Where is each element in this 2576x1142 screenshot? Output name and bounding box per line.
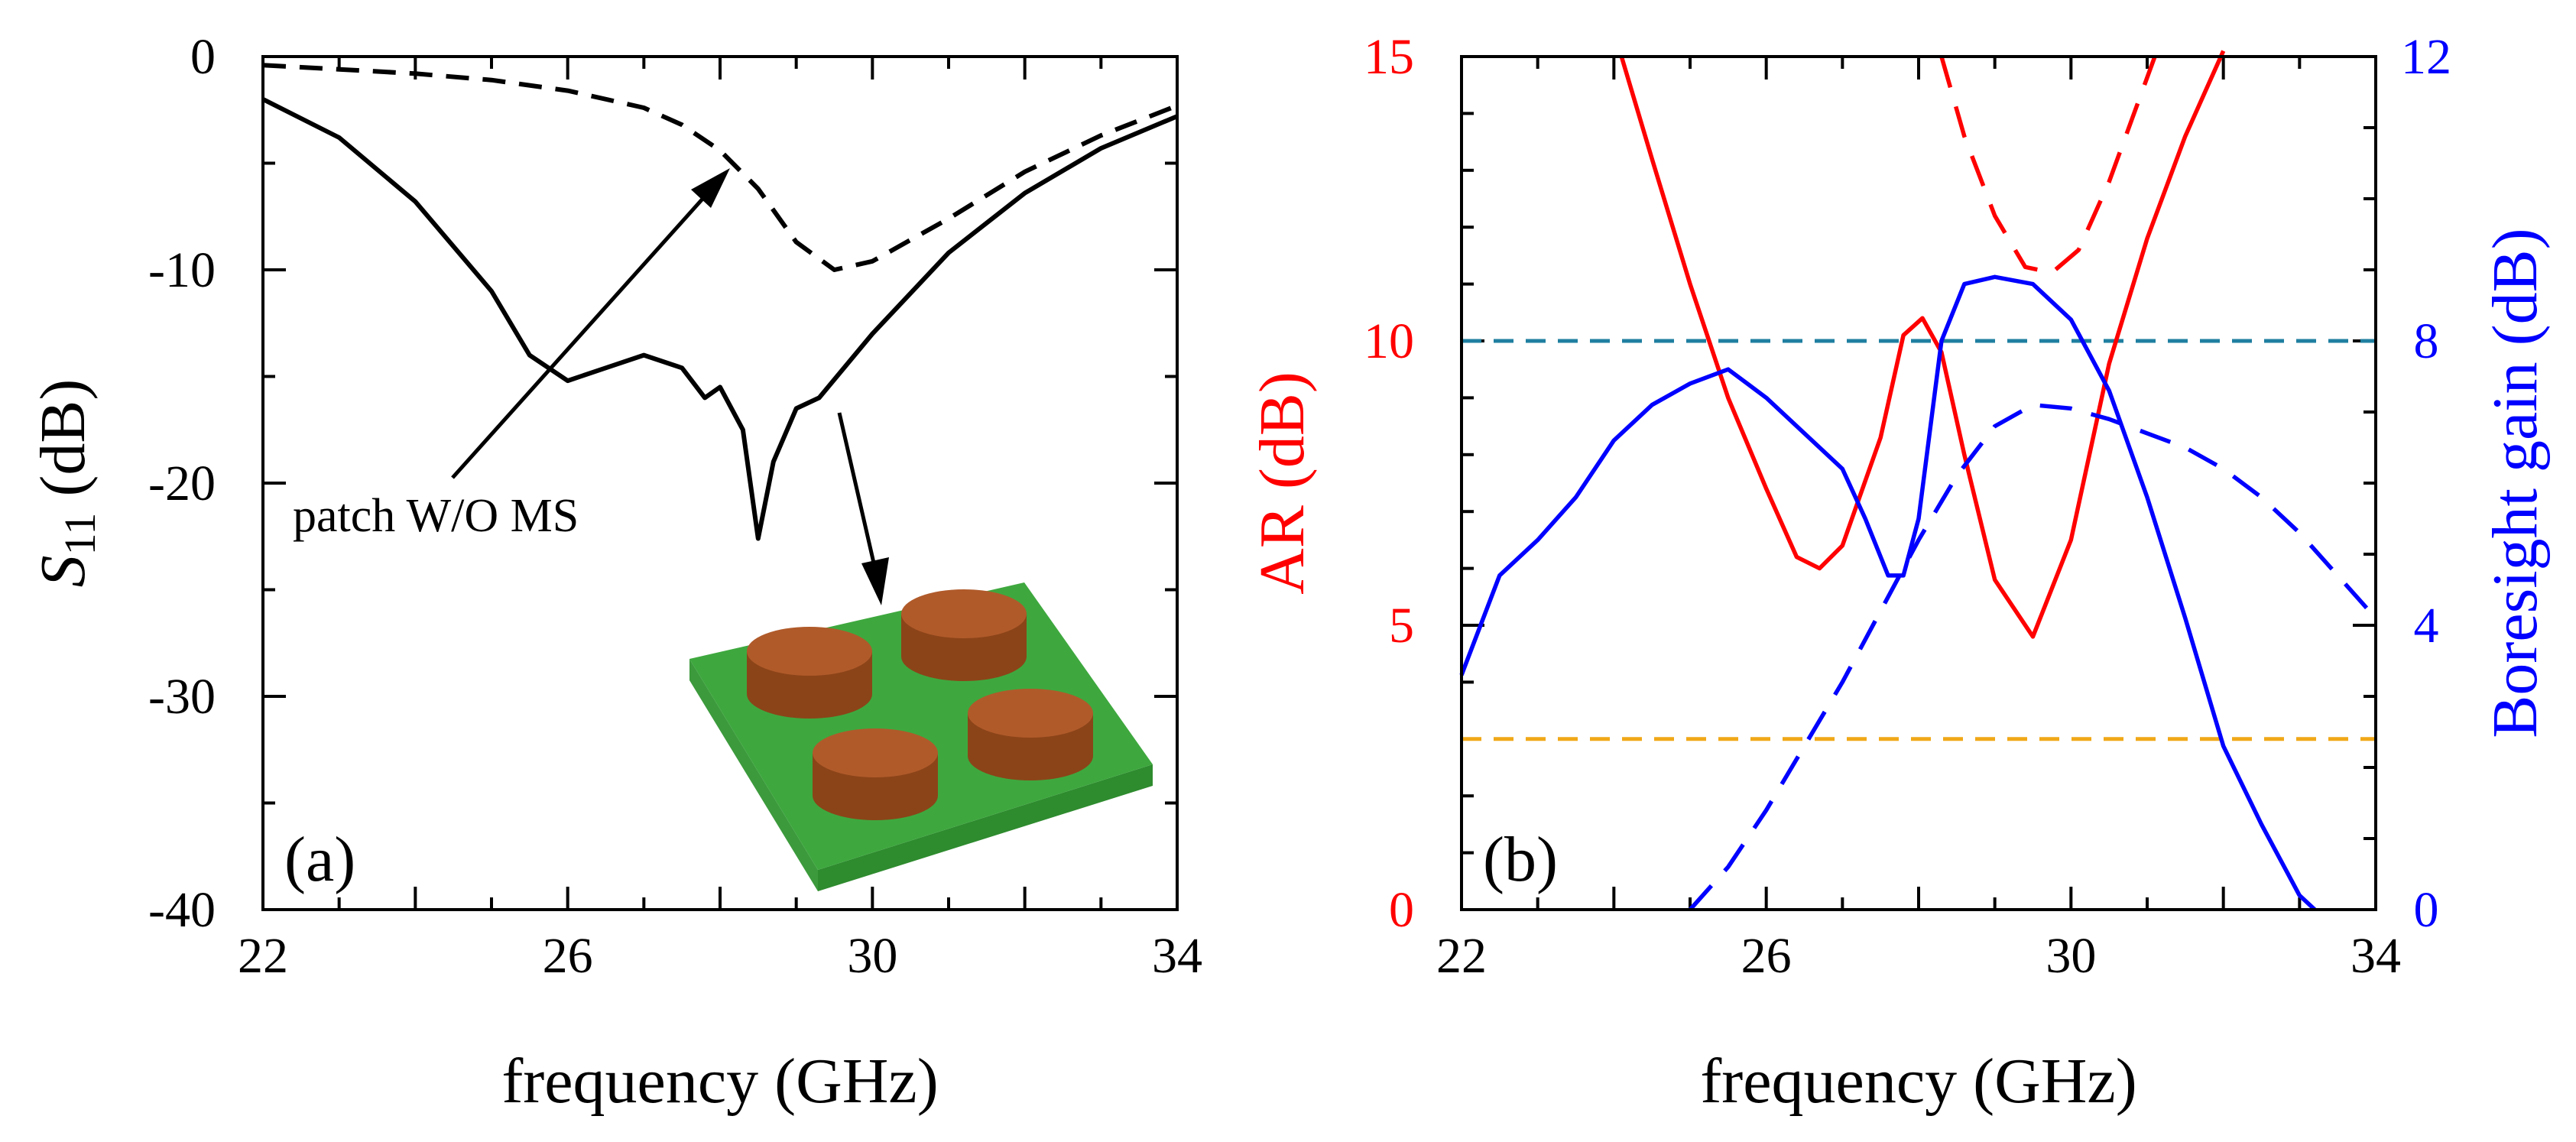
panel-a-x-axis-title: frequency (GHz) [501,1046,938,1117]
panel-b-series [1459,50,2378,912]
panel-b-x-axis-title: frequency (GHz) [1700,1046,2136,1117]
b-xtick-label: 26 [1741,928,1792,984]
b-left-tick-label: 0 [1389,882,1414,938]
a-series-line-with-ms [261,97,1179,541]
substrate-side-front [818,764,1153,891]
b-right-tick-label: 8 [2414,313,2439,369]
b-left-tick-label: 5 [1389,598,1414,654]
substrate-side-left [689,659,818,891]
panel-b-right-axis-title: Boresight gain (dB) [2480,228,2551,738]
patch-disc-2 [901,589,1027,681]
arrow-patch-wo-ms-head [691,168,730,208]
arrow-inset-head [861,557,889,605]
a-xtick-label: 26 [543,928,593,984]
panel-a-s11-chart: 22 26 30 34 0 -10 -20 -30 -40 [28,29,1202,1117]
panel-b-label: (b) [1483,824,1558,895]
annotation-arrows [451,168,889,605]
b-right-tick-label: 0 [2414,882,2439,938]
panel-a-series [261,63,1179,541]
a-ytick-label: -40 [148,882,216,938]
panel-a-y-axis-title: S11 (dB) [28,379,105,588]
a-ytick-label: -20 [148,456,216,511]
metasurface-patch-inset [689,582,1153,891]
b-left-tick-label: 15 [1364,29,1414,85]
arrow-patch-wo-ms-line [451,188,712,479]
b-series-line-ar-w-o-ms [1939,56,2157,275]
a-xtick-label: 34 [1152,928,1202,984]
a-ytick-label: -30 [148,669,216,725]
b-xtick-label: 22 [1436,928,1487,984]
b-xtick-label: 34 [2351,928,2401,984]
panel-b-frame [1460,55,2377,911]
panel-a-frame [261,55,1179,911]
a-xtick-label: 30 [847,928,897,984]
panel-a-label: (a) [284,824,355,895]
a-ytick-label: 0 [190,29,216,85]
a-series-line-wo-ms [262,63,1179,272]
y-title-subscript: 11 [55,513,105,556]
y-title-unit: (dB) [28,379,99,513]
panel-a-tick-labels: 22 26 30 34 0 -10 -20 -30 -40 [148,29,1202,984]
b-right-tick-label: 12 [2401,29,2451,85]
b-xtick-label: 30 [2046,928,2096,984]
b-series-line-ar-with-ms [1619,50,2226,639]
patch-disc-3 [968,689,1093,780]
arrow-inset-line [837,412,878,570]
a-xtick-label: 22 [238,928,288,984]
b-series-line-gain-with-ms [1459,274,2317,912]
patch-disc-1 [747,627,872,719]
a-ytick-label: -10 [148,242,216,298]
y-title-s: S [28,555,99,587]
panel-b-left-axis-title: AR (dB) [1247,371,1318,595]
annotation-patch-wo-ms: patch W/O MS [293,490,579,542]
patch-disc-4 [813,728,938,820]
b-right-tick-label: 4 [2414,598,2439,654]
b-series-line-gain-w-o-ms [1688,402,2378,911]
b-left-tick-label: 10 [1364,313,1414,369]
